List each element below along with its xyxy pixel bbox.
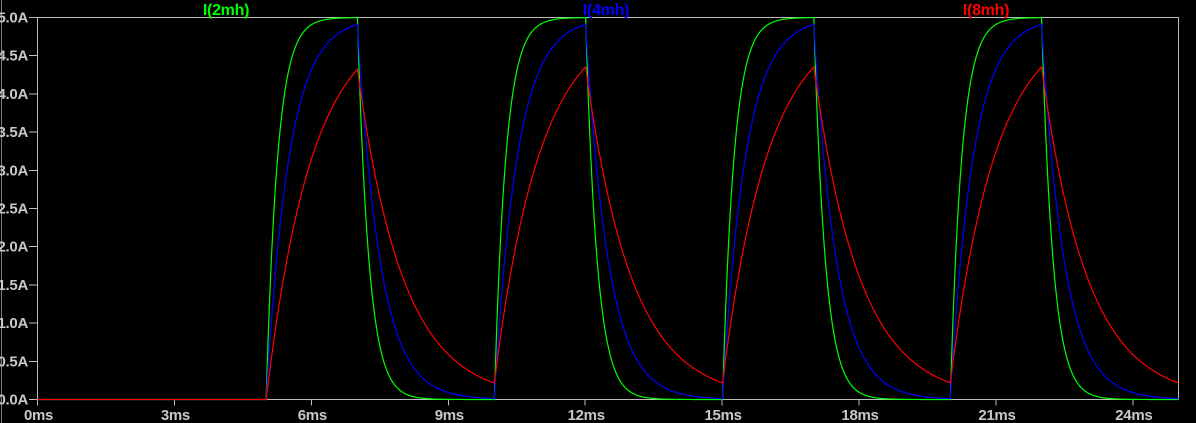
waveform-traces — [37, 17, 1179, 401]
x-tick-label: 12ms — [568, 407, 605, 423]
x-tick-label: 15ms — [705, 407, 742, 423]
y-tick-label: 0.0A — [0, 392, 28, 409]
y-tick-label: 3.0A — [0, 162, 28, 179]
y-tick-label: 4.0A — [0, 86, 28, 103]
x-tick-label: 18ms — [841, 407, 878, 423]
x-tick-label: 3ms — [161, 407, 190, 423]
x-tick-label: 0ms — [24, 407, 53, 423]
y-axis-ticks: 0.0A 0.5A 1.0A 1.5A 2.0A 2.5A 3.0A 3.5A 4.0A 4.5A… — [0, 10, 37, 409]
trace-I(8mh) — [37, 65, 1179, 401]
y-tick-label: 4.5A — [0, 48, 28, 65]
plot-frame[interactable] — [37, 17, 1179, 400]
x-tick-label: 9ms — [435, 407, 464, 423]
x-tick-label: 6ms — [298, 407, 327, 423]
y-tick-label: 2.0A — [0, 239, 28, 256]
x-tick-label: 24ms — [1115, 407, 1152, 423]
y-tick-label: 3.5A — [0, 124, 28, 141]
legend: I(2mh) I(4mh) I(8mh) — [203, 2, 1010, 19]
x-tick-label: 21ms — [978, 407, 1015, 423]
legend-trace-i2mh[interactable]: I(2mh) — [203, 2, 250, 19]
y-tick-label: 1.0A — [0, 315, 28, 332]
y-tick-label: 1.5A — [0, 277, 28, 294]
y-tick-label: 5.0A — [0, 10, 28, 27]
legend-trace-i4mh[interactable]: I(4mh) — [583, 2, 630, 19]
y-tick-label: 2.5A — [0, 201, 28, 218]
legend-trace-i8mh[interactable]: I(8mh) — [963, 2, 1010, 19]
trace-I(2mh) — [37, 17, 1179, 401]
x-axis-ticks: 0ms 3ms 6ms 9ms 12ms 15ms 18ms 21ms 24ms — [24, 399, 1153, 423]
y-tick-label: 0.5A — [0, 353, 28, 370]
